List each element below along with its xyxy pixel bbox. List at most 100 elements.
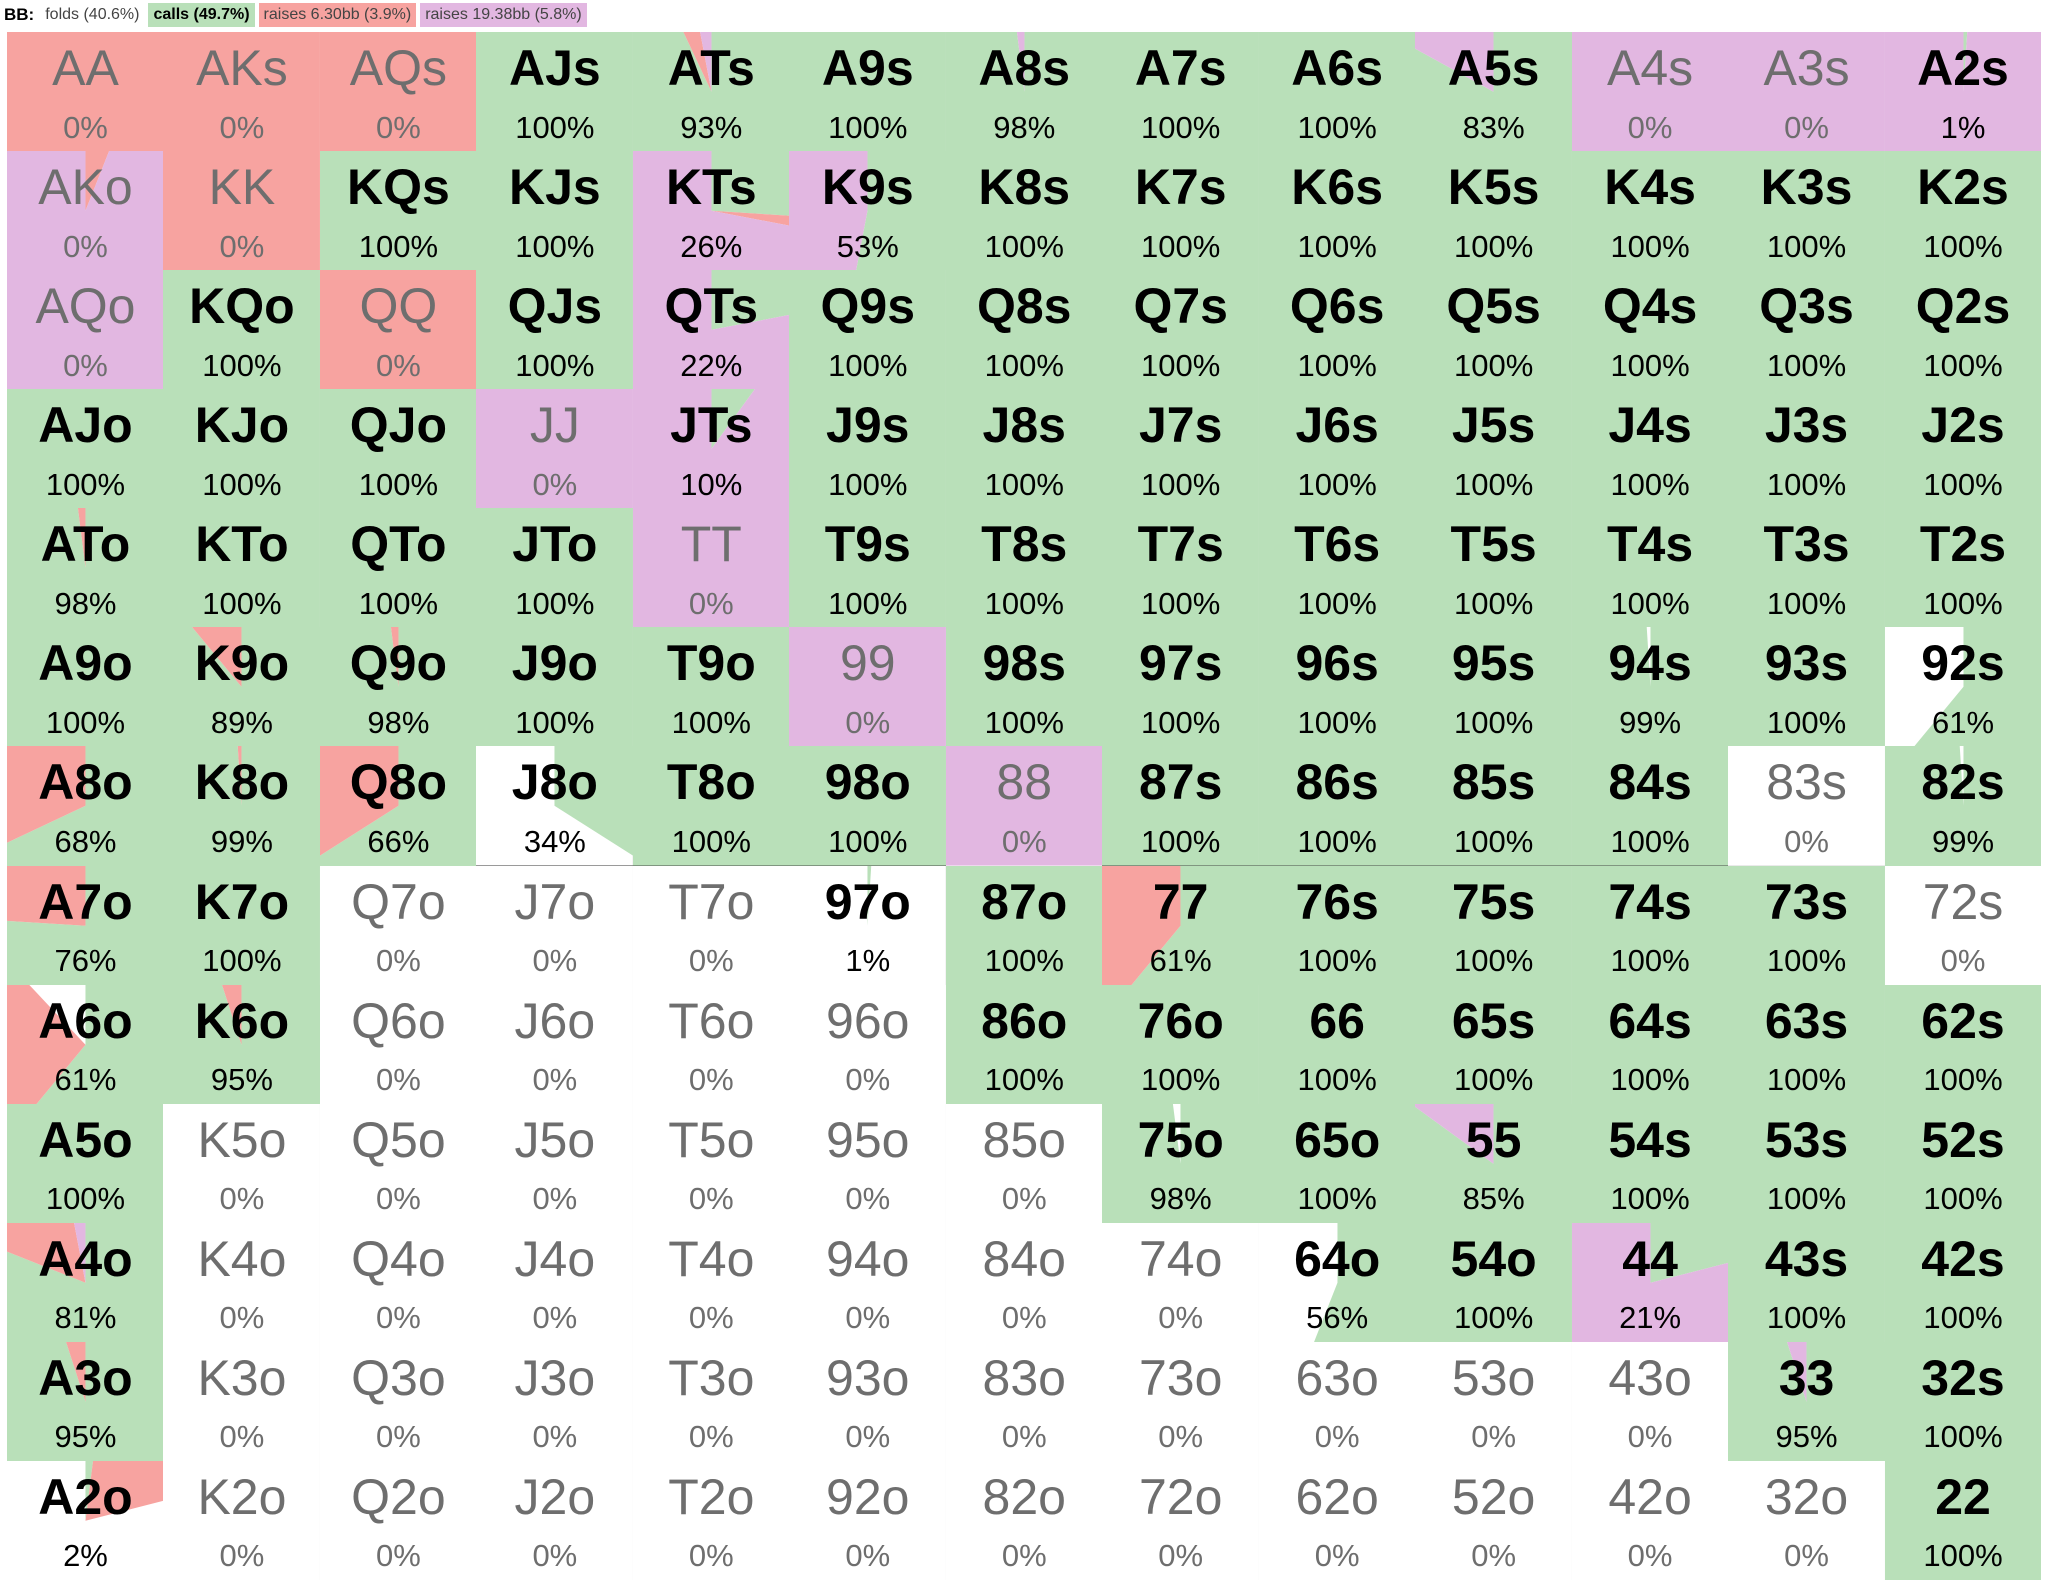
hand-cell[interactable]: T8s 100%: [945, 508, 1103, 628]
hand-cell[interactable]: K2s 100%: [1884, 151, 2042, 271]
hand-cell[interactable]: 53s 100%: [1728, 1103, 1886, 1224]
hand-cell[interactable]: 73o 0%: [1102, 1341, 1260, 1462]
hand-cell[interactable]: 96o 0%: [789, 984, 947, 1105]
hand-cell[interactable]: QTs 22%: [632, 270, 790, 390]
hand-cell[interactable]: 77 61%: [1102, 865, 1260, 986]
hand-cell[interactable]: J2s 100%: [1884, 389, 2042, 509]
hand-cell[interactable]: AQo 0%: [7, 270, 164, 390]
hand-cell[interactable]: 82s 99%: [1884, 746, 2042, 867]
hand-cell[interactable]: 42o 0%: [1571, 1460, 1729, 1581]
hand-cell[interactable]: A6o 61%: [7, 984, 164, 1105]
hand-cell[interactable]: 43o 0%: [1571, 1341, 1729, 1462]
hand-cell[interactable]: 86s 100%: [1258, 746, 1416, 867]
hand-cell[interactable]: 74s 100%: [1571, 865, 1729, 986]
hand-cell[interactable]: J9o 100%: [476, 627, 634, 747]
hand-cell[interactable]: Q3s 100%: [1728, 270, 1886, 390]
hand-cell[interactable]: T5s 100%: [1415, 508, 1573, 628]
hand-cell[interactable]: KTs 26%: [632, 151, 790, 271]
hand-cell[interactable]: KJo 100%: [163, 389, 321, 509]
hand-cell[interactable]: T4s 100%: [1571, 508, 1729, 628]
hand-cell[interactable]: T7o 0%: [632, 865, 790, 986]
hand-cell[interactable]: A8o 68%: [7, 746, 164, 867]
hand-cell[interactable]: 82o 0%: [945, 1460, 1103, 1581]
hand-cell[interactable]: 99 0%: [789, 627, 947, 747]
hand-cell[interactable]: 32o 0%: [1728, 1460, 1886, 1581]
hand-cell[interactable]: K7o 100%: [163, 865, 321, 986]
hand-cell[interactable]: K9s 53%: [789, 151, 947, 271]
hand-cell[interactable]: AJs 100%: [476, 32, 634, 152]
hand-cell[interactable]: Q6s 100%: [1258, 270, 1416, 390]
hand-cell[interactable]: AKo 0%: [7, 151, 164, 271]
hand-cell[interactable]: 65s 100%: [1415, 984, 1573, 1105]
hand-cell[interactable]: 52o 0%: [1415, 1460, 1573, 1581]
hand-cell[interactable]: K6s 100%: [1258, 151, 1416, 271]
hand-cell[interactable]: 63o 0%: [1258, 1341, 1416, 1462]
hand-cell[interactable]: ATs 93%: [632, 32, 790, 152]
hand-cell[interactable]: J6o 0%: [476, 984, 634, 1105]
hand-cell[interactable]: J4o 0%: [476, 1222, 634, 1343]
hand-cell[interactable]: 72s 0%: [1884, 865, 2042, 986]
hand-cell[interactable]: 64s 100%: [1571, 984, 1729, 1105]
hand-cell[interactable]: T3s 100%: [1728, 508, 1886, 628]
hand-cell[interactable]: J7o 0%: [476, 865, 634, 986]
hand-cell[interactable]: 43s 100%: [1728, 1222, 1886, 1343]
hand-cell[interactable]: 42s 100%: [1884, 1222, 2042, 1343]
hand-cell[interactable]: Q5o 0%: [319, 1103, 477, 1224]
hand-cell[interactable]: A7s 100%: [1102, 32, 1260, 152]
hand-cell[interactable]: 54s 100%: [1571, 1103, 1729, 1224]
hand-cell[interactable]: QJs 100%: [476, 270, 634, 390]
hand-cell[interactable]: Q9s 100%: [789, 270, 947, 390]
hand-cell[interactable]: 72o 0%: [1102, 1460, 1260, 1581]
hand-cell[interactable]: AA 0%: [7, 32, 164, 152]
hand-cell[interactable]: 98o 100%: [789, 746, 947, 867]
hand-cell[interactable]: 32s 100%: [1884, 1341, 2042, 1462]
hand-cell[interactable]: 52s 100%: [1884, 1103, 2042, 1224]
hand-cell[interactable]: Q3o 0%: [319, 1341, 477, 1462]
hand-cell[interactable]: 66 100%: [1258, 984, 1416, 1105]
hand-cell[interactable]: JTs 10%: [632, 389, 790, 509]
hand-cell[interactable]: A9o 100%: [7, 627, 164, 747]
hand-cell[interactable]: Q2o 0%: [319, 1460, 477, 1581]
hand-cell[interactable]: Q8o 66%: [319, 746, 477, 867]
hand-cell[interactable]: T8o 100%: [632, 746, 790, 867]
hand-cell[interactable]: J7s 100%: [1102, 389, 1260, 509]
hand-cell[interactable]: T4o 0%: [632, 1222, 790, 1343]
hand-cell[interactable]: K7s 100%: [1102, 151, 1260, 271]
hand-cell[interactable]: 75s 100%: [1415, 865, 1573, 986]
hand-cell[interactable]: J5o 0%: [476, 1103, 634, 1224]
hand-cell[interactable]: A5o 100%: [7, 1103, 164, 1224]
hand-cell[interactable]: A8s 98%: [945, 32, 1103, 152]
hand-cell[interactable]: A7o 76%: [7, 865, 164, 986]
hand-cell[interactable]: Q6o 0%: [319, 984, 477, 1105]
hand-cell[interactable]: K8o 99%: [163, 746, 321, 867]
hand-cell[interactable]: J4s 100%: [1571, 389, 1729, 509]
hand-cell[interactable]: J3s 100%: [1728, 389, 1886, 509]
hand-cell[interactable]: T3o 0%: [632, 1341, 790, 1462]
hand-cell[interactable]: K4o 0%: [163, 1222, 321, 1343]
hand-cell[interactable]: 83s 0%: [1728, 746, 1886, 867]
hand-cell[interactable]: QTo 100%: [319, 508, 477, 628]
hand-cell[interactable]: K4s 100%: [1571, 151, 1729, 271]
hand-cell[interactable]: K3o 0%: [163, 1341, 321, 1462]
hand-cell[interactable]: K5o 0%: [163, 1103, 321, 1224]
hand-cell[interactable]: J8s 100%: [945, 389, 1103, 509]
hand-cell[interactable]: 54o 100%: [1415, 1222, 1573, 1343]
hand-cell[interactable]: T6s 100%: [1258, 508, 1416, 628]
hand-cell[interactable]: 44 21%: [1571, 1222, 1729, 1343]
hand-cell[interactable]: 87o 100%: [945, 865, 1103, 986]
hand-cell[interactable]: K8s 100%: [945, 151, 1103, 271]
hand-cell[interactable]: ATo 98%: [7, 508, 164, 628]
hand-cell[interactable]: QQ 0%: [319, 270, 477, 390]
hand-cell[interactable]: 55 85%: [1415, 1103, 1573, 1224]
hand-cell[interactable]: KJs 100%: [476, 151, 634, 271]
hand-cell[interactable]: KQs 100%: [319, 151, 477, 271]
hand-cell[interactable]: A4s 0%: [1571, 32, 1729, 152]
hand-cell[interactable]: K6o 95%: [163, 984, 321, 1105]
hand-cell[interactable]: A3s 0%: [1728, 32, 1886, 152]
hand-cell[interactable]: JTo 100%: [476, 508, 634, 628]
hand-cell[interactable]: Q2s 100%: [1884, 270, 2042, 390]
hand-cell[interactable]: T6o 0%: [632, 984, 790, 1105]
hand-cell[interactable]: 96s 100%: [1258, 627, 1416, 747]
hand-cell[interactable]: 88 0%: [945, 746, 1103, 867]
hand-cell[interactable]: 62s 100%: [1884, 984, 2042, 1105]
